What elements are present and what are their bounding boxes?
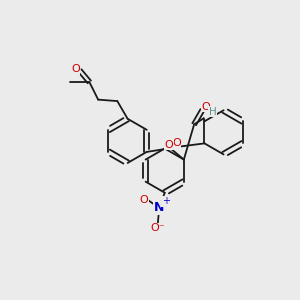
Text: O: O bbox=[140, 195, 148, 205]
Text: O: O bbox=[71, 64, 80, 74]
Text: +: + bbox=[162, 196, 170, 206]
Text: O: O bbox=[164, 140, 173, 150]
Text: H: H bbox=[209, 107, 217, 117]
Text: O: O bbox=[172, 138, 181, 148]
Text: O: O bbox=[201, 102, 210, 112]
Text: N: N bbox=[154, 201, 164, 214]
Text: O⁻: O⁻ bbox=[151, 224, 165, 233]
